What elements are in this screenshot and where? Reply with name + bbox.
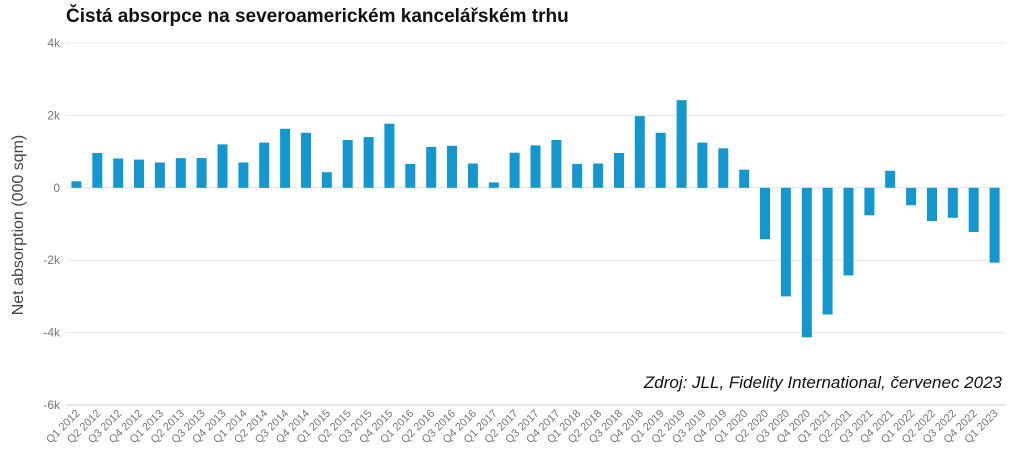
y-tick-label: -6k xyxy=(43,398,61,412)
bar xyxy=(467,163,478,188)
y-tick-label: 4k xyxy=(47,36,61,50)
bars xyxy=(71,100,1000,338)
bar xyxy=(154,162,165,188)
bar xyxy=(864,187,875,216)
bar xyxy=(363,137,374,188)
gridlines xyxy=(66,42,1005,406)
bar xyxy=(989,187,1000,263)
bar xyxy=(947,187,958,218)
bar xyxy=(426,146,437,188)
y-axis-ticks: 4k 2k 0 -2k -4k -6k xyxy=(43,36,61,412)
bar xyxy=(217,144,228,188)
bar xyxy=(384,123,395,188)
bar xyxy=(175,158,186,188)
y-tick-label: 0 xyxy=(53,181,60,195)
bar xyxy=(301,132,311,188)
source-note: Zdroj: JLL, Fidelity International, červ… xyxy=(643,373,1002,392)
bar xyxy=(843,187,854,276)
bar xyxy=(739,169,750,188)
bar xyxy=(801,187,812,338)
bar xyxy=(530,145,541,188)
bar xyxy=(655,132,666,188)
y-tick-label: 2k xyxy=(47,108,61,122)
bar xyxy=(447,145,457,188)
bar xyxy=(676,100,687,188)
bar xyxy=(71,181,82,188)
bar xyxy=(342,140,353,188)
bar xyxy=(614,153,624,188)
bar xyxy=(280,128,291,188)
bar xyxy=(488,182,499,188)
bar xyxy=(113,158,124,188)
y-axis-label: Net absorption (000 sqm) xyxy=(10,135,27,316)
bar xyxy=(718,148,729,188)
bar xyxy=(927,187,937,222)
bar xyxy=(885,170,896,188)
bar xyxy=(259,142,270,188)
bar xyxy=(822,187,833,315)
bar xyxy=(321,172,332,188)
bar xyxy=(906,187,917,206)
bar xyxy=(780,187,791,297)
bar xyxy=(196,158,207,188)
bar xyxy=(572,163,583,188)
bar xyxy=(405,163,416,188)
bar xyxy=(509,152,520,188)
bar xyxy=(697,142,708,188)
bar xyxy=(551,140,562,188)
chart-title: Čistá absorpce na severoamerickém kancel… xyxy=(66,6,569,27)
bar xyxy=(134,159,144,188)
bar xyxy=(634,116,645,188)
bar xyxy=(593,163,604,188)
bar xyxy=(760,187,770,240)
y-tick-label: -2k xyxy=(43,253,61,267)
bar xyxy=(92,153,103,188)
bar xyxy=(968,187,979,232)
y-tick-label: -4k xyxy=(43,326,61,340)
bar xyxy=(238,162,249,188)
